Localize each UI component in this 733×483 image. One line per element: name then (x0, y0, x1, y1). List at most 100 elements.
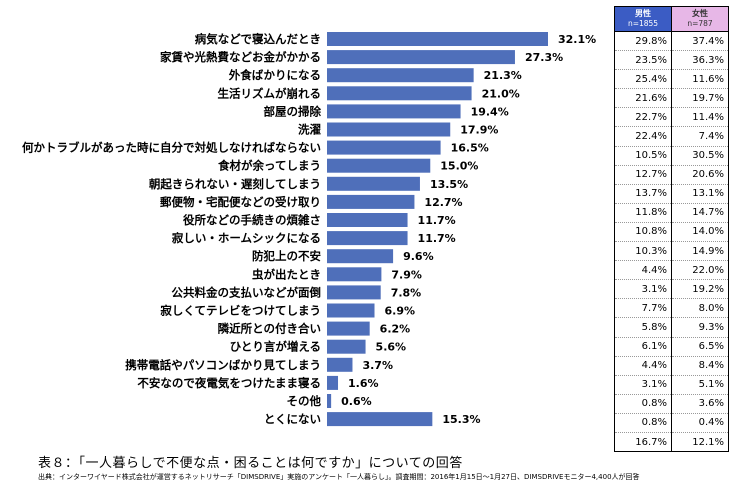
category-label: 病気などで寝込んだとき (195, 32, 321, 46)
male-value-cell: 16.7% (614, 432, 672, 453)
female-value-cell: 8.4% (671, 356, 729, 376)
category-label: 虫が出たとき (252, 267, 321, 281)
table-row: 10.8% 14.0% (614, 222, 729, 243)
bar (327, 249, 394, 264)
table-row: 3.1% 5.1% (614, 375, 729, 395)
bar (327, 375, 339, 390)
category-label: 隣近所との付き合い (218, 322, 321, 336)
category-label: 何かトラブルがあった時に自分で対処しなければならない (22, 141, 321, 155)
male-header-label: 男性 (635, 9, 651, 18)
male-value-cell: 21.6% (614, 88, 672, 109)
male-value-cell: 4.4% (614, 260, 672, 281)
category-label: 部屋の掃除 (264, 104, 322, 118)
female-header: 女性 n=787 (671, 6, 729, 32)
male-value-cell: 0.8% (614, 413, 672, 433)
value-label: 11.7% (418, 214, 456, 227)
table-row: 0.8% 0.4% (614, 413, 729, 433)
category-label: 公共料金の支払いなどが面倒 (172, 285, 322, 299)
female-value-cell: 14.9% (671, 241, 729, 262)
bar (327, 357, 353, 372)
male-value-cell: 23.5% (614, 50, 672, 71)
value-label: 19.4% (471, 105, 509, 118)
table-row: 10.3% 14.9% (614, 241, 729, 262)
bar (327, 86, 472, 101)
bar (327, 140, 441, 155)
bar (327, 231, 408, 246)
table-row: 21.6% 19.7% (614, 88, 729, 109)
female-value-cell: 13.1% (671, 184, 729, 204)
female-value-cell: 19.2% (671, 279, 729, 300)
category-label: ひとり言が増える (230, 340, 321, 354)
value-label: 7.8% (391, 286, 422, 299)
female-value-cell: 37.4% (671, 31, 729, 52)
female-value-cell: 36.3% (671, 50, 729, 71)
female-value-cell: 6.5% (671, 337, 729, 357)
gender-breakdown-table: 男性 n=1855 女性 n=787 29.8% 37.4% 23.5% 36.3% 2… (614, 6, 729, 453)
category-label: その他 (287, 394, 322, 408)
female-value-cell: 0.4% (671, 413, 729, 433)
table-row: 0.8% 3.6% (614, 394, 729, 414)
category-label: 洗濯 (298, 123, 321, 137)
bar (327, 267, 382, 282)
source-note: 出典：インターワイヤード株式会社が運営するネットリサーチ「DIMSDRIVE」実… (38, 473, 640, 481)
bar (327, 104, 461, 119)
female-value-cell: 3.6% (671, 394, 729, 414)
male-value-cell: 13.7% (614, 184, 672, 204)
male-value-cell: 25.4% (614, 69, 672, 90)
male-value-cell: 12.7% (614, 165, 672, 185)
male-value-cell: 22.7% (614, 107, 672, 128)
value-label: 27.3% (525, 51, 563, 64)
table-row: 12.7% 20.6% (614, 165, 729, 185)
female-sample-size: n=787 (687, 19, 713, 28)
bar (327, 176, 420, 191)
value-label: 6.2% (380, 323, 411, 336)
bar (327, 303, 375, 318)
female-value-cell: 14.7% (671, 203, 729, 223)
male-sample-size: n=1855 (627, 19, 659, 28)
table-row: 10.5% 30.5% (614, 146, 729, 166)
male-value-cell: 10.3% (614, 241, 672, 262)
category-label: 外食ばかりになる (228, 68, 321, 82)
table-body: 29.8% 37.4% 23.5% 36.3% 25.4% 11.6% 21.6% 19.7%… (614, 31, 729, 453)
value-label: 6.9% (385, 305, 416, 318)
category-label: 防犯上の不安 (252, 249, 321, 263)
value-label: 1.6% (348, 377, 379, 390)
value-label: 21.3% (484, 69, 522, 82)
category-label: 生活リズムが崩れる (218, 86, 322, 100)
female-value-cell: 19.7% (671, 88, 729, 109)
bar-chart: 病気などで寝込んだとき 32.1% 家賃や光熱費などお金がかかる 27.3% 外食ばかり… (22, 32, 596, 427)
bar (327, 285, 381, 300)
bar (327, 50, 515, 65)
category-label: 郵便物・宅配便などの受け取り (160, 195, 321, 209)
value-label: 9.6% (403, 250, 434, 263)
table-row: 5.8% 9.3% (614, 317, 729, 338)
value-label: 5.6% (376, 341, 407, 354)
male-value-cell: 7.7% (614, 298, 672, 319)
table-row: 29.8% 37.4% (614, 31, 729, 52)
female-value-cell: 20.6% (671, 165, 729, 185)
female-value-cell: 11.6% (671, 69, 729, 90)
bar (327, 394, 332, 408)
bar (327, 412, 433, 427)
table-row: 25.4% 11.6% (614, 69, 729, 90)
table-row: 16.7% 12.1% (614, 432, 729, 453)
value-label: 16.5% (451, 142, 489, 155)
female-value-cell: 7.4% (671, 126, 729, 147)
table-row: 23.5% 36.3% (614, 50, 729, 71)
value-label: 0.6% (341, 395, 372, 408)
female-value-cell: 14.0% (671, 222, 729, 243)
female-value-cell: 11.4% (671, 107, 729, 128)
category-label: 寂しくてテレビをつけてしまう (160, 304, 321, 318)
male-header: 男性 n=1855 (614, 6, 672, 32)
figure-caption: 表８：「一人暮らしで不便な点・困ることは何ですか」についての回答 (38, 456, 463, 471)
category-label: とくにない (264, 412, 321, 426)
table-row: 3.1% 19.2% (614, 279, 729, 300)
category-label: 家賃や光熱費などお金がかかる (160, 50, 321, 64)
category-label: 食材が余ってしまう (218, 159, 321, 173)
male-value-cell: 10.8% (614, 222, 672, 243)
female-header-label: 女性 (692, 9, 708, 18)
value-label: 7.9% (391, 268, 422, 281)
table-row: 13.7% 13.1% (614, 184, 729, 204)
value-label: 17.9% (460, 124, 498, 137)
value-label: 21.0% (482, 87, 520, 100)
